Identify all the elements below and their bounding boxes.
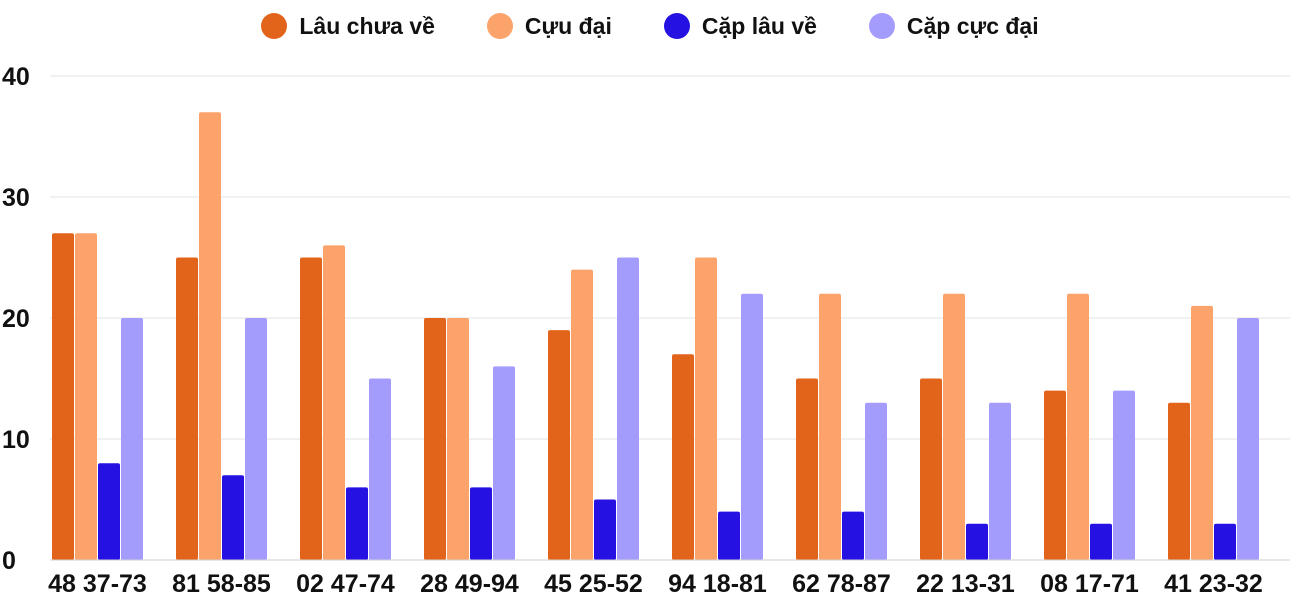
bar-41-23-32-3 [1214,523,1236,560]
bar-41-23-32-2 [1191,305,1213,560]
bar-81-58-85-4 [245,318,267,560]
bar-41-23-32-4 [1237,318,1259,560]
bar-28-49-94-3 [470,487,492,560]
x-tick-label: 62 78-87 [792,570,891,598]
y-tick-label: 10 [2,426,30,454]
bar-08-17-71-2 [1067,293,1089,560]
y-tick-label: 30 [2,184,30,212]
legend-label: Cặp lâu về [701,12,817,39]
x-tick-label: 02 47-74 [296,570,395,598]
bar-45-25-52-4 [617,257,639,560]
bar-62-78-87-1 [796,378,818,560]
x-tick-label: 81 58-85 [172,570,271,598]
bar-48-37-73-1 [52,233,74,561]
bar-08-17-71-4 [1113,390,1135,560]
bar-22-13-31-2 [943,293,965,560]
bar-02-47-74-4 [369,378,391,560]
legend-item[interactable]: Cặp lâu về [663,12,817,40]
bar-62-78-87-4 [865,402,887,560]
bar-62-78-87-3 [842,511,864,560]
bar-48-37-73-4 [121,318,143,560]
bar-22-13-31-3 [966,523,988,560]
x-tick-label: 48 37-73 [48,570,147,598]
legend-item[interactable]: Lâu chưa về [261,13,435,40]
legend-swatch [261,13,288,39]
bar-28-49-94-2 [447,318,469,560]
x-tick-label: 22 13-31 [916,570,1015,598]
legend-label: Cặp cực đại [906,12,1039,39]
legend-item[interactable]: Cựu đại [486,12,612,40]
bar-62-78-87-2 [819,293,841,560]
legend-swatch [486,13,513,39]
bar-45-25-52-3 [594,499,616,560]
bar-94-18-81-3 [718,511,740,560]
bar-08-17-71-3 [1090,523,1112,560]
bar-28-49-94-1 [424,318,446,560]
legend-item[interactable]: Cặp cực đại [868,12,1039,40]
x-tick-label: 94 18-81 [668,570,767,598]
legend-label: Cựu đại [524,12,612,39]
bar-28-49-94-4 [493,366,515,560]
bar-94-18-81-4 [741,293,763,560]
bar-45-25-52-1 [548,330,570,560]
bar-81-58-85-3 [222,475,244,560]
bar-94-18-81-2 [695,257,717,560]
x-tick-label: 41 23-32 [1164,570,1263,598]
legend-swatch [868,13,895,39]
bar-08-17-71-1 [1044,390,1066,560]
bar-45-25-52-2 [571,269,593,560]
y-tick-label: 20 [2,305,30,333]
bar-81-58-85-1 [176,257,198,560]
chart-legend: Lâu chưa về Cựu đại Cặp lâu về Cặp cực đại [0,8,1300,44]
bar-02-47-74-1 [300,257,322,560]
bar-22-13-31-4 [989,402,1011,560]
bar-02-47-74-2 [323,245,345,560]
bar-81-58-85-2 [199,112,221,561]
legend-label: Lâu chưa về [299,12,435,39]
y-tick-label: 0 [2,547,16,575]
x-tick-label: 45 25-52 [544,570,643,598]
bar-48-37-73-2 [75,233,97,561]
x-tick-label: 08 17-71 [1040,570,1139,598]
bar-41-23-32-1 [1168,402,1190,560]
bar-22-13-31-1 [920,378,942,560]
y-tick-label: 40 [2,63,30,91]
bar-94-18-81-1 [672,354,694,560]
bar-48-37-73-3 [98,463,120,560]
bar-02-47-74-3 [346,487,368,560]
x-tick-label: 28 49-94 [420,570,519,598]
legend-swatch [663,13,690,39]
